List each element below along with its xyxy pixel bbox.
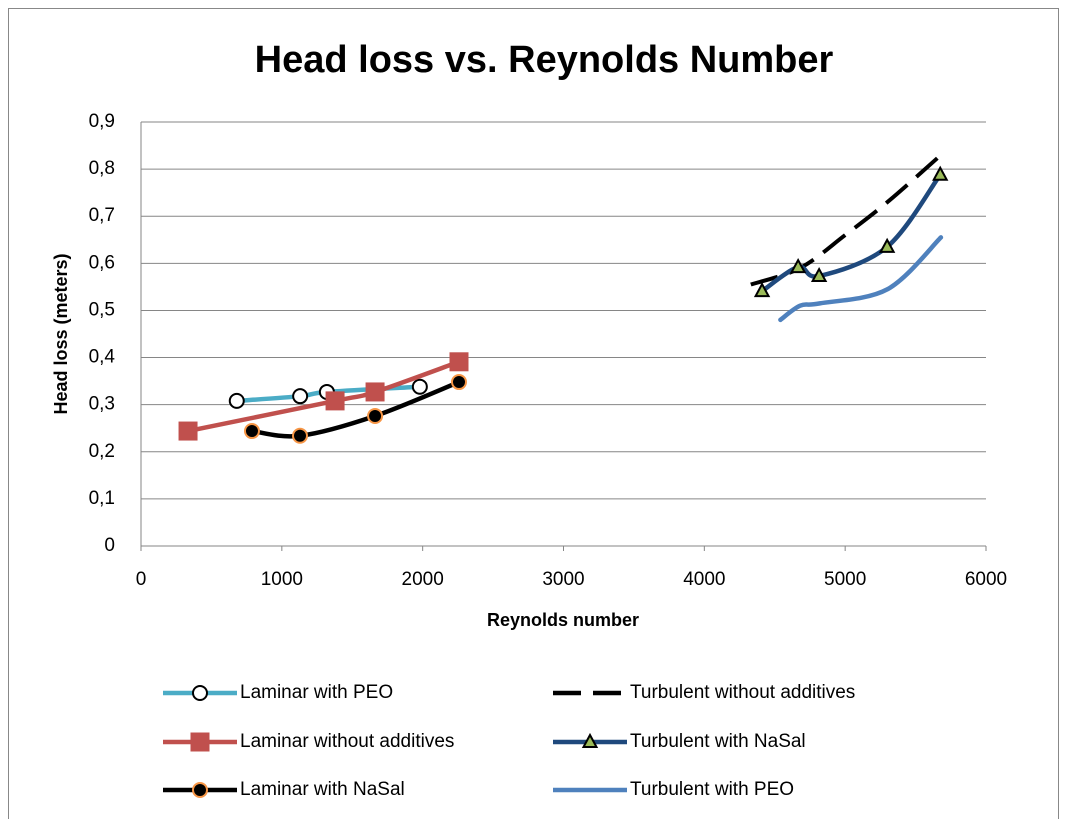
legend-label: Turbulent with PEO [630, 779, 794, 800]
marker [228, 392, 245, 409]
marker [789, 258, 807, 274]
legend-label: Laminar with NaSal [240, 779, 405, 800]
y-tick-label: 0,7 [89, 205, 115, 226]
marker [367, 407, 384, 424]
x-tick-label: 4000 [683, 569, 725, 590]
y-tick-label: 0,1 [89, 488, 115, 509]
legend-label: Laminar without additives [240, 731, 454, 752]
marker [192, 685, 208, 701]
marker [451, 374, 468, 391]
legend-label: Laminar with PEO [240, 682, 393, 703]
legend-label: Turbulent with NaSal [630, 731, 806, 752]
y-tick-label: 0,8 [89, 158, 115, 179]
x-tick-label: 5000 [824, 569, 866, 590]
marker [190, 732, 210, 752]
y-tick-label: 0,6 [89, 252, 115, 273]
series-line [185, 359, 462, 434]
x-tick-label: 3000 [542, 569, 584, 590]
x-tick-label: 0 [136, 569, 147, 590]
marker [325, 391, 345, 411]
marker [292, 427, 309, 444]
series-line [249, 379, 462, 439]
marker [810, 266, 828, 283]
series-line [778, 235, 944, 323]
y-tick-label: 0,9 [89, 111, 115, 132]
x-tick-label: 6000 [965, 569, 1007, 590]
y-tick-label: 0,5 [89, 299, 115, 320]
marker [243, 423, 260, 440]
marker [178, 421, 198, 441]
y-axis-label: Head loss (meters) [51, 253, 71, 414]
marker [878, 237, 896, 253]
marker [932, 165, 949, 181]
marker [581, 732, 599, 748]
marker [753, 282, 771, 298]
x-tick-label: 1000 [261, 569, 303, 590]
chart-frame [8, 8, 1059, 819]
legend-label: Turbulent without additives [630, 682, 855, 703]
y-tick-label: 0 [104, 535, 115, 556]
x-tick-label: 2000 [402, 569, 444, 590]
y-tick-label: 0,4 [89, 347, 116, 368]
y-tick-label: 0,3 [89, 394, 115, 415]
y-tick-label: 0,2 [89, 441, 115, 462]
x-axis-label: Reynolds number [487, 610, 639, 630]
marker [192, 782, 208, 798]
marker [411, 378, 428, 395]
marker [292, 388, 309, 405]
chart-title: Head loss vs. Reynolds Number [255, 39, 834, 81]
marker [449, 352, 469, 372]
series-line [750, 153, 943, 287]
marker [365, 382, 385, 402]
